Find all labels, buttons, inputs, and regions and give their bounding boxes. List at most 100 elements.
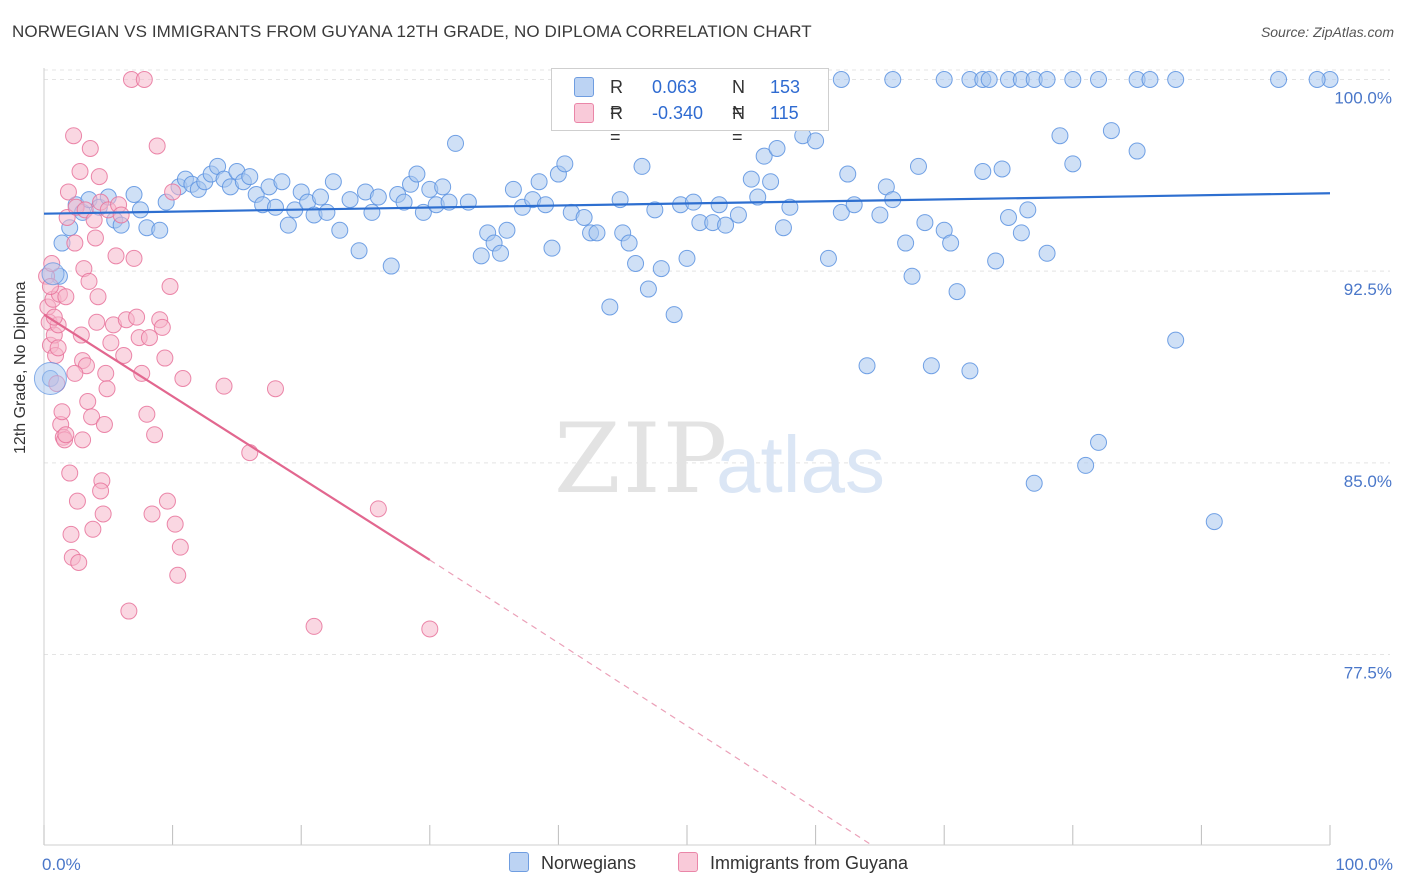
norwegian-point bbox=[1141, 71, 1159, 88]
guyana-point bbox=[70, 554, 88, 571]
norwegian-point bbox=[530, 173, 548, 191]
norwegian-point bbox=[909, 157, 927, 175]
legend-n-label: N = bbox=[732, 103, 745, 147]
norwegian-point bbox=[1090, 71, 1108, 88]
norwegian-point bbox=[980, 71, 998, 88]
tick-labels: 100.0% 92.5% 85.0% 77.5% 0.0% 100.0% bbox=[42, 89, 1393, 875]
guyana-point bbox=[135, 71, 153, 88]
guyana-point bbox=[171, 538, 189, 556]
norwegian-point bbox=[543, 239, 561, 257]
norwegian-point bbox=[916, 214, 934, 232]
legend-swatch-norwegians bbox=[574, 77, 594, 97]
guyana-point bbox=[102, 334, 120, 352]
guyana-point bbox=[241, 444, 259, 462]
norwegian-point bbox=[1167, 331, 1185, 349]
norwegian-point bbox=[369, 188, 387, 206]
norwegian-point bbox=[266, 198, 284, 216]
guyana-point bbox=[68, 492, 86, 510]
guyana-point bbox=[85, 211, 103, 229]
guyana-point bbox=[66, 234, 84, 252]
guyana-point bbox=[72, 326, 90, 344]
guyana-point bbox=[88, 313, 106, 331]
norwegian-point bbox=[871, 206, 889, 224]
norwegian-point bbox=[33, 362, 67, 395]
norwegian-point bbox=[974, 163, 992, 180]
guyana-point bbox=[79, 393, 97, 410]
guyana-point bbox=[74, 431, 92, 449]
norwegian-point bbox=[350, 242, 368, 260]
guyana-point bbox=[107, 247, 125, 265]
guyana-point bbox=[421, 620, 439, 638]
norwegian-point bbox=[588, 224, 606, 242]
norwegian-point bbox=[125, 186, 143, 203]
guyana-point bbox=[95, 416, 113, 433]
norwegian-point bbox=[639, 280, 657, 298]
guyana-point bbox=[81, 140, 99, 157]
guyana-trend-extension bbox=[429, 559, 874, 847]
guyana-point bbox=[158, 492, 176, 510]
guyana-point bbox=[97, 364, 115, 382]
norwegian-point bbox=[884, 71, 902, 88]
norwegian-point bbox=[665, 306, 683, 324]
guyana-point bbox=[62, 525, 80, 543]
norwegian-point bbox=[652, 260, 670, 278]
norwegian-point bbox=[363, 203, 381, 221]
norwegian-point bbox=[922, 357, 940, 375]
norwegian-point bbox=[1025, 474, 1043, 492]
guyana-point bbox=[133, 364, 151, 382]
norwegian-point bbox=[768, 140, 786, 157]
guyana-point bbox=[128, 308, 146, 326]
norwegian-point bbox=[279, 216, 297, 234]
grid-lines bbox=[44, 69, 1390, 655]
norwegian-point bbox=[447, 134, 465, 152]
norwegian-point bbox=[774, 219, 792, 237]
legend-r-label: R = bbox=[610, 103, 623, 147]
guyana-point bbox=[215, 377, 233, 395]
guyana-point bbox=[140, 329, 158, 347]
guyana-point bbox=[66, 364, 84, 382]
guyana-point bbox=[115, 347, 133, 364]
y-tick-label: 92.5% bbox=[1344, 280, 1392, 299]
guyana-point bbox=[148, 137, 166, 155]
norwegian-point bbox=[987, 252, 1005, 270]
norwegian-point bbox=[1064, 71, 1082, 88]
norwegian-point bbox=[601, 298, 619, 316]
norwegian-point bbox=[492, 244, 510, 262]
norwegian-point bbox=[1019, 201, 1037, 219]
guyana-point bbox=[161, 278, 179, 295]
guyana-point bbox=[120, 602, 138, 620]
guyana-point bbox=[71, 163, 89, 180]
legend-n-label: N = bbox=[732, 77, 745, 121]
legend-n-value: 153 bbox=[770, 77, 801, 97]
norwegian-point bbox=[935, 71, 953, 88]
legend-n-value: 115 bbox=[770, 103, 799, 123]
guyana-point bbox=[84, 520, 102, 538]
norwegian-point bbox=[1077, 456, 1095, 474]
x-tick-label-max: 100.0% bbox=[1335, 855, 1393, 874]
guyana-point bbox=[98, 380, 116, 398]
norwegian-point bbox=[832, 203, 850, 221]
bottom-legend-guyana: Immigrants from Guyana bbox=[678, 852, 908, 874]
guyana-point bbox=[125, 249, 143, 267]
norwegian-point bbox=[781, 198, 799, 216]
norwegian-point bbox=[858, 357, 876, 375]
legend-r-value: -0.340 bbox=[652, 103, 704, 123]
norwegian-point bbox=[575, 209, 593, 226]
norwegian-point bbox=[1051, 127, 1069, 145]
guyana-point bbox=[57, 426, 75, 444]
guyana-point bbox=[92, 482, 110, 500]
norwegian-trend-line bbox=[43, 192, 1331, 215]
norwegian-point bbox=[903, 267, 921, 285]
norwegian-point bbox=[41, 262, 65, 286]
swatch-norwegians bbox=[509, 852, 529, 872]
norwegian-point bbox=[807, 132, 825, 150]
y-tick-label: 100.0% bbox=[1334, 89, 1392, 108]
norwegian-point bbox=[341, 191, 359, 209]
guyana-point bbox=[112, 206, 130, 224]
bottom-legend-norwegians: Norwegians bbox=[509, 852, 636, 874]
norwegian-point bbox=[1205, 513, 1223, 531]
watermark-zip: ZIP bbox=[554, 403, 729, 515]
norwegian-point bbox=[717, 216, 735, 234]
stats-legend: R = 0.063 N = 153 R = -0.340 N = 115 bbox=[551, 68, 829, 147]
legend-r-value: 0.063 bbox=[652, 77, 698, 97]
